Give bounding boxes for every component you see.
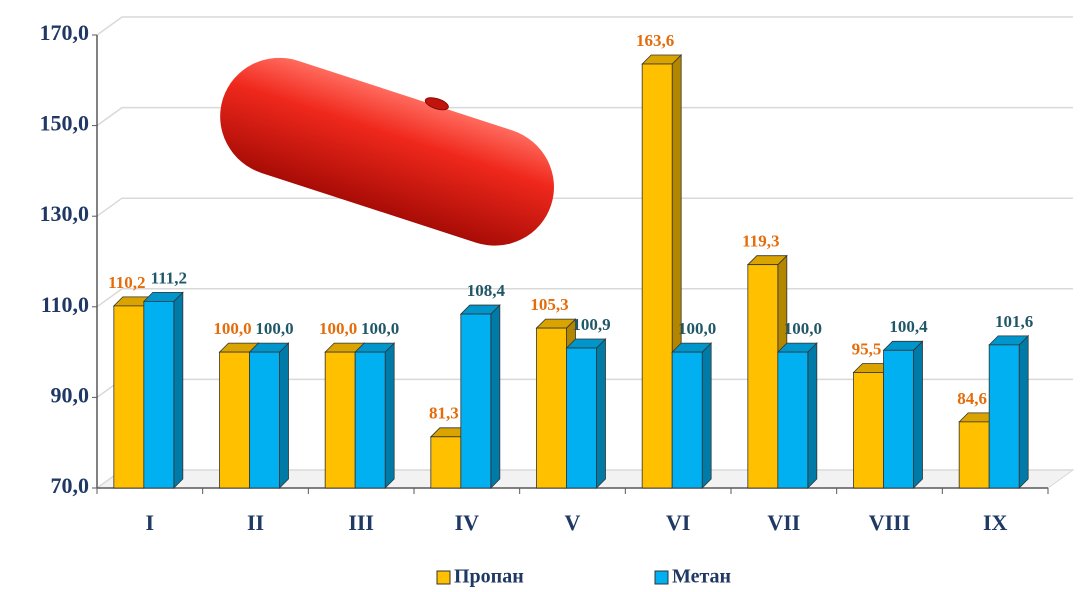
value-label: 111,2 xyxy=(151,268,187,287)
legend-swatch xyxy=(437,571,450,584)
bar xyxy=(778,352,808,488)
y-tick-label: 110,0 xyxy=(41,292,89,317)
bar xyxy=(854,372,884,488)
value-label: 108,4 xyxy=(467,281,506,300)
x-tick-label: V xyxy=(565,510,581,535)
chart: 70,0 90,0 110,0 130,0 150,0 170,0 I 110,2 111,2 I… xyxy=(0,0,1081,592)
value-label: 110,2 xyxy=(108,273,145,292)
value-label: 100,4 xyxy=(889,317,928,336)
cylinder-body xyxy=(205,42,570,261)
value-label: 100,0 xyxy=(255,319,293,338)
value-label: 100,9 xyxy=(572,315,610,334)
value-label: 100,0 xyxy=(678,319,716,338)
value-label: 100,0 xyxy=(361,319,399,338)
bar-side xyxy=(385,343,394,488)
y-tick-label: 90,0 xyxy=(51,382,90,407)
bar xyxy=(250,352,280,488)
y-tick-label: 150,0 xyxy=(40,111,90,136)
x-tick-label: IX xyxy=(983,510,1008,535)
bar xyxy=(325,352,355,488)
bar-side xyxy=(702,343,711,488)
value-label: 163,6 xyxy=(636,31,674,50)
value-label: 105,3 xyxy=(530,295,568,314)
legend-label: Метан xyxy=(672,566,731,588)
grid-line xyxy=(97,289,1073,307)
bar xyxy=(355,352,385,488)
bar xyxy=(989,345,1019,488)
bar-side xyxy=(808,343,817,488)
y-tick-label: 130,0 xyxy=(40,201,90,226)
value-label: 81,3 xyxy=(429,404,459,423)
bar xyxy=(144,301,174,488)
y-tick-label: 170,0 xyxy=(40,20,90,45)
bar-side xyxy=(1019,336,1028,488)
bar-side xyxy=(174,292,183,488)
legend-swatch xyxy=(655,571,668,584)
bar-side xyxy=(280,343,289,488)
value-label: 95,5 xyxy=(852,339,882,358)
grid-line xyxy=(97,198,1073,216)
bar xyxy=(748,265,778,488)
bar xyxy=(567,348,597,488)
value-label: 84,6 xyxy=(957,389,987,408)
value-label: 100,0 xyxy=(319,319,357,338)
gas-cylinder-picture xyxy=(205,36,572,261)
bar xyxy=(642,64,672,488)
bar xyxy=(114,306,144,488)
x-tick-label: IV xyxy=(455,510,480,535)
grid-line xyxy=(97,17,1073,35)
x-tick-label: I xyxy=(146,510,155,535)
bar xyxy=(959,422,989,488)
x-tick-label: VII xyxy=(767,510,800,535)
legend-label: Пропан xyxy=(454,566,524,588)
bar xyxy=(431,437,461,488)
bar xyxy=(537,328,567,488)
bar-side xyxy=(597,339,606,488)
value-label: 100,0 xyxy=(784,319,822,338)
x-tick-label: VI xyxy=(666,510,690,535)
x-tick-label: III xyxy=(348,510,374,535)
bar xyxy=(672,352,702,488)
value-label: 119,3 xyxy=(742,232,779,251)
bar xyxy=(884,350,914,488)
bar xyxy=(220,352,250,488)
bar-side xyxy=(914,341,923,488)
x-tick-label: VIII xyxy=(869,510,911,535)
value-label: 100,0 xyxy=(213,319,251,338)
x-tick-label: II xyxy=(247,510,264,535)
bar-side xyxy=(491,305,500,488)
value-label: 101,6 xyxy=(995,312,1033,331)
bar xyxy=(461,314,491,488)
y-tick-label: 70,0 xyxy=(51,473,90,498)
